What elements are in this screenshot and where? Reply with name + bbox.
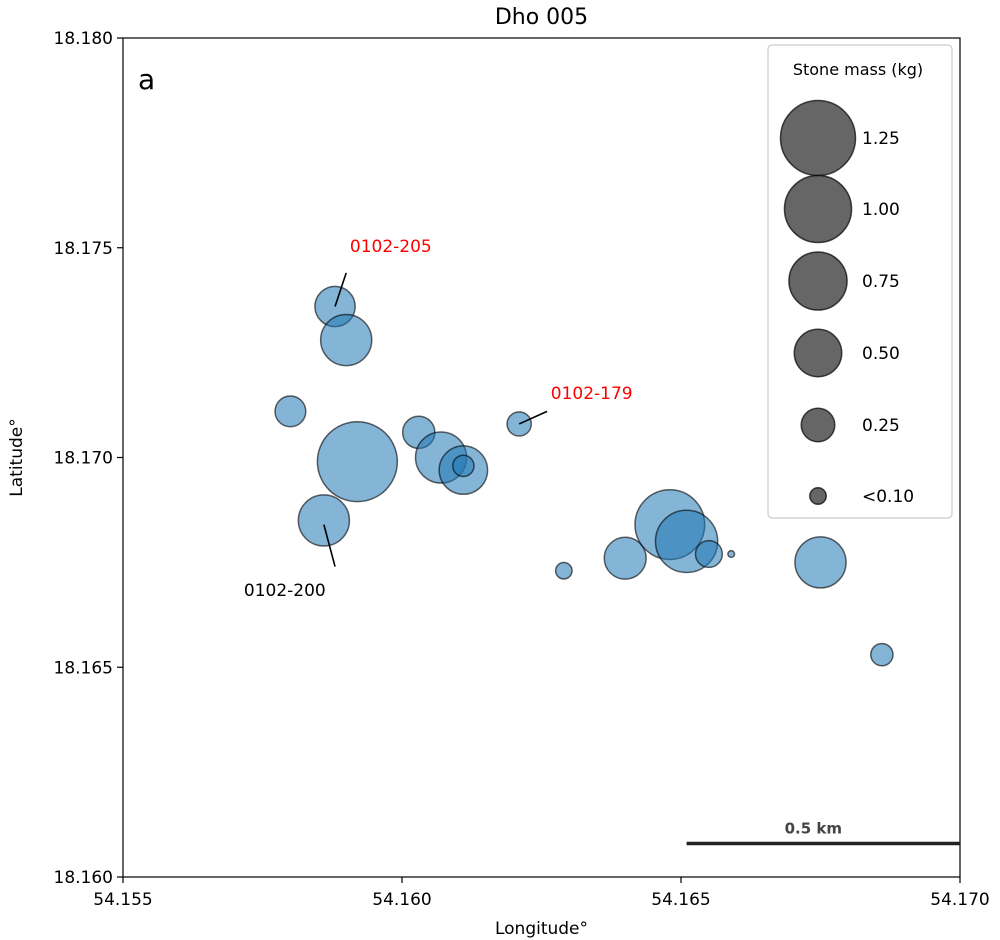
y-tick-label: 18.170 — [54, 449, 113, 469]
legend-label: 0.25 — [862, 416, 900, 436]
x-tick-label: 54.160 — [372, 890, 431, 910]
y-axis-label: Latitude° — [7, 418, 27, 496]
legend-label: <0.10 — [862, 487, 914, 507]
legend-marker — [788, 251, 848, 311]
legend-label: 0.50 — [862, 344, 900, 364]
data-point — [603, 536, 647, 580]
x-axis-label: Longitude° — [495, 919, 588, 939]
scale-bar: 0.5 km — [686, 819, 960, 846]
data-point — [452, 454, 475, 478]
annotation-label: 0102-200 — [244, 581, 326, 601]
axis-ticks: 54.155 54.160 54.165 54.170 18.160 18.165 18.1… — [54, 29, 990, 910]
legend: Stone mass (kg) 1.25 1.00 0.75 0.50 0.25 <0.1… — [767, 44, 953, 519]
annotation-leader-line — [334, 272, 347, 307]
data-point — [694, 539, 724, 569]
legend-label: 1.00 — [862, 200, 900, 220]
y-tick-label: 18.165 — [54, 658, 113, 678]
annotation-leader-line — [323, 524, 336, 567]
panel-letter: a — [138, 63, 155, 96]
data-points — [274, 285, 894, 667]
y-tick-label: 18.175 — [54, 239, 113, 259]
y-tick-label: 18.160 — [54, 868, 113, 888]
x-tick-label: 54.170 — [930, 890, 989, 910]
data-point — [319, 313, 373, 367]
data-point — [870, 642, 894, 667]
annotation-leader-line — [518, 410, 548, 425]
data-point — [316, 420, 399, 503]
legend-entries: 1.25 1.00 0.75 0.50 0.25 <0.10 — [779, 99, 914, 507]
legend-title: Stone mass (kg) — [793, 60, 923, 79]
data-point — [794, 536, 847, 589]
legend-marker — [783, 174, 853, 244]
y-tick-label: 18.180 — [54, 29, 113, 49]
annotation-label: 0102-179 — [551, 384, 633, 404]
data-point — [274, 395, 307, 428]
legend-marker — [809, 487, 827, 505]
chart-title: Dho 005 — [495, 5, 588, 30]
legend-label: 0.75 — [862, 272, 900, 292]
legend-label: 1.25 — [862, 129, 900, 149]
scale-bar-label: 0.5 km — [785, 819, 842, 837]
x-tick-label: 54.155 — [93, 890, 152, 910]
data-point — [297, 494, 351, 547]
data-point — [554, 561, 573, 580]
annotation-label: 0102-205 — [350, 237, 432, 257]
legend-marker — [779, 99, 857, 177]
legend-marker — [793, 328, 843, 378]
data-point — [727, 549, 736, 559]
legend-marker — [800, 407, 836, 443]
point-annotations: 0102-205 0102-179 0102-200 — [244, 237, 633, 601]
x-tick-label: 54.165 — [651, 890, 710, 910]
